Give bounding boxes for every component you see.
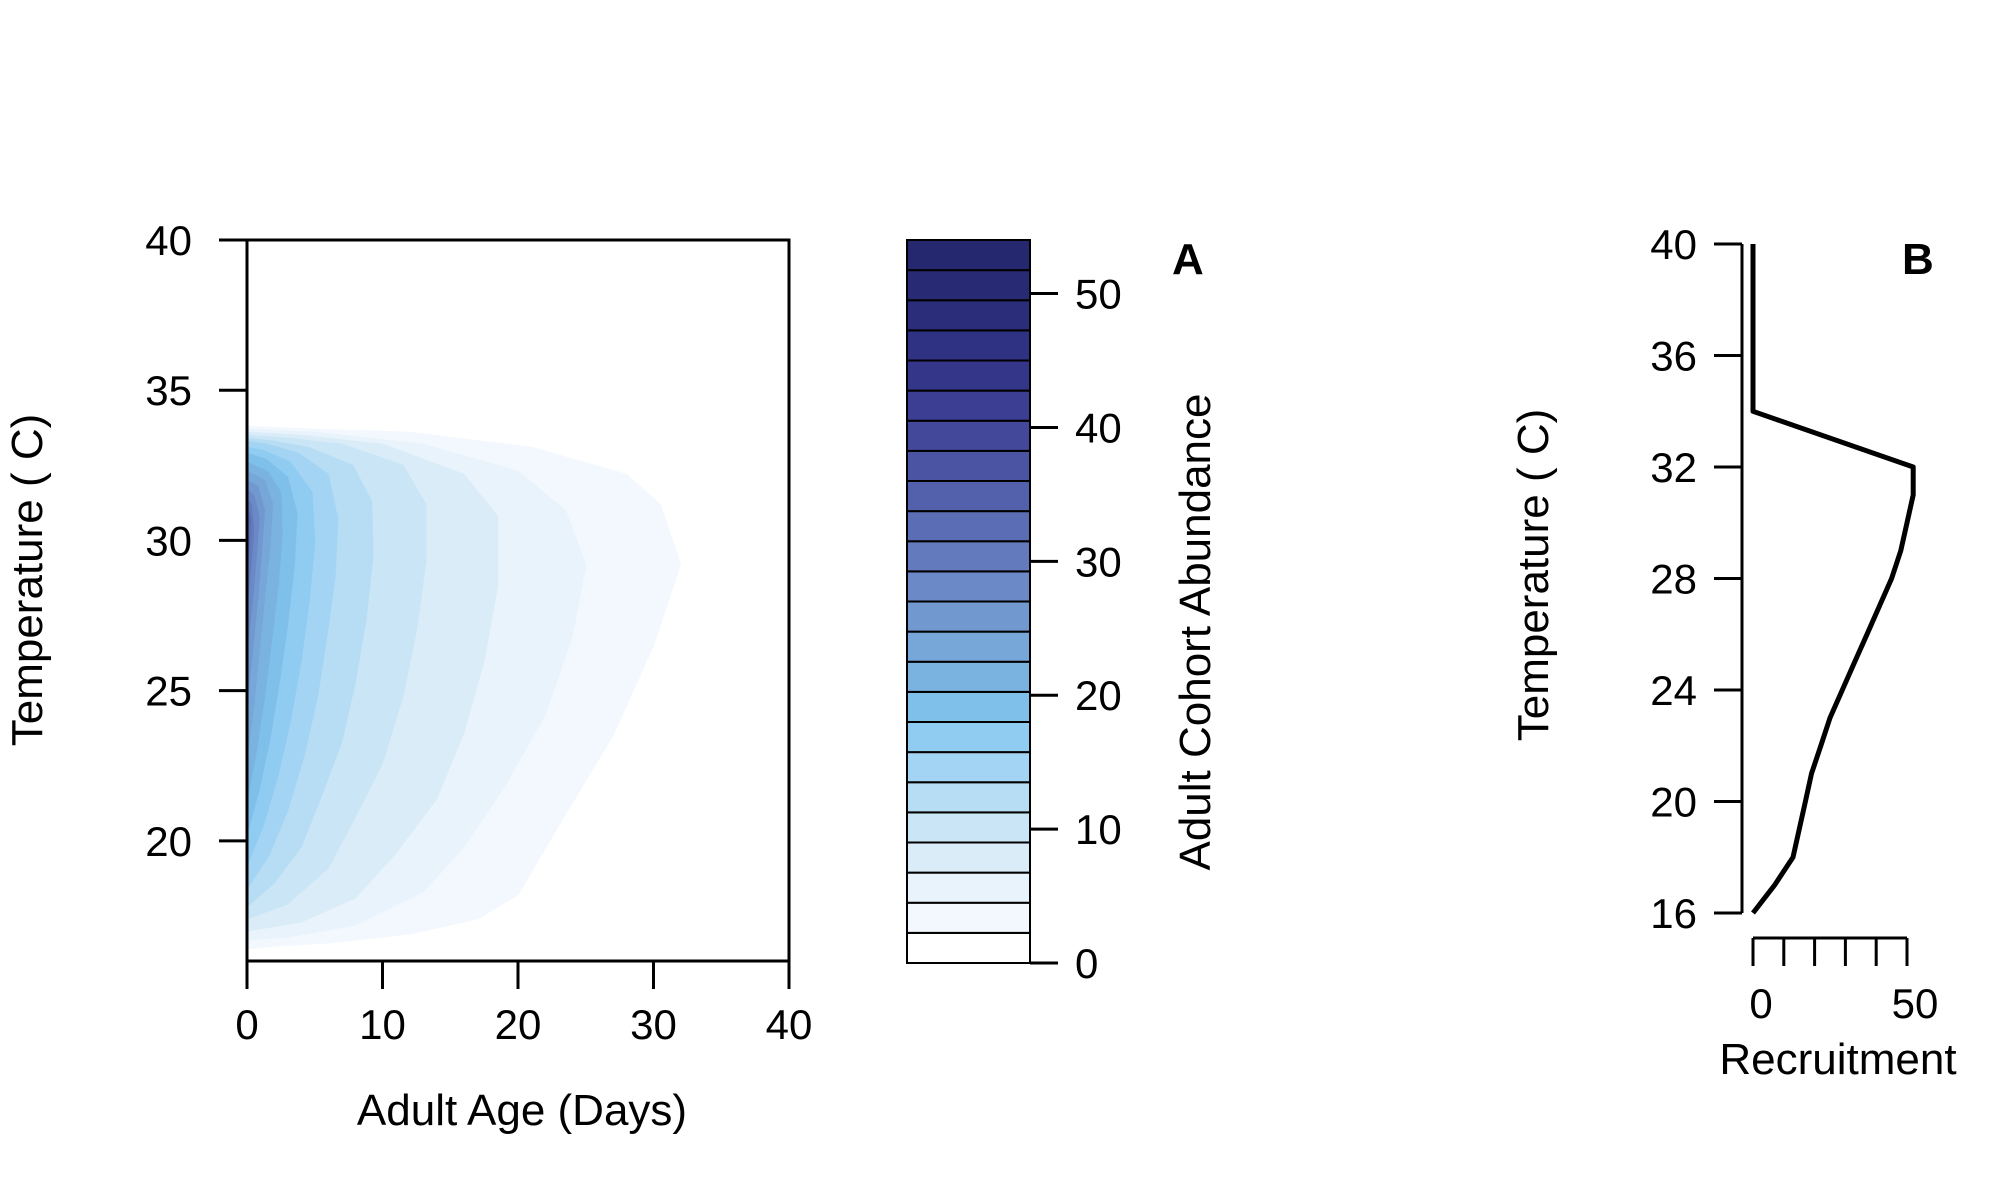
colorbar-band [906,449,1031,482]
panel-a-label: A [1172,235,1204,284]
colorbar-band [906,690,1031,723]
colorbar-band [906,570,1031,603]
x-tick-label: 50 [1892,980,1939,1027]
colorbar-band [906,359,1031,392]
colorbar-tick-label: 50 [1075,271,1122,318]
x-tick-label: 40 [766,1001,813,1048]
colorbar-band [906,781,1031,814]
x-axis: 0 50 [1749,936,1939,1027]
colorbar-band [906,419,1031,452]
colorbar-band [906,751,1031,784]
y-tick-label: 40 [145,217,192,264]
y-tick-label: 32 [1650,444,1697,491]
colorbar-band [906,721,1031,754]
colorbar-band [906,329,1031,362]
colorbar-bands [906,239,1031,964]
x-tick-label: 30 [630,1001,677,1048]
x-axis-title: Adult Age (Days) [357,1086,687,1135]
y-axis: 16 20 24 28 32 36 40 [1650,221,1744,937]
x-axis-title: Recruitment [1719,1035,1956,1084]
colorbar: 0 10 20 30 40 50 Adult Cohort Abundance [906,239,1220,987]
x-tick-label: 10 [359,1001,406,1048]
colorbar-title: Adult Cohort Abundance [1171,393,1220,870]
colorbar-band [906,931,1031,964]
colorbar-band [906,841,1031,874]
x-tick-label: 20 [495,1001,542,1048]
y-tick-label: 24 [1650,667,1697,714]
colorbar-band [906,660,1031,693]
panel-a-contour-plot: 20 25 30 35 40 0 10 20 30 40 Adult Age (Days) Te… [3,217,812,1135]
colorbar-band [906,389,1031,422]
y-tick-label: 20 [1650,779,1697,826]
colorbar-band [906,901,1031,934]
colorbar-tick-label: 0 [1075,940,1098,987]
colorbar-band [906,239,1031,272]
y-axis: 20 25 30 35 40 [145,217,247,865]
x-tick-label: 0 [235,1001,258,1048]
recruitment-series-line [1750,244,1916,915]
colorbar-band [906,600,1031,633]
y-tick-label: 16 [1650,890,1697,937]
contour-fills [247,425,682,950]
y-tick-label: 36 [1650,333,1697,380]
colorbar-band [906,811,1031,844]
colorbar-band [906,269,1031,302]
x-axis: 0 10 20 30 40 [235,961,812,1048]
colorbar-band [906,480,1031,513]
panel-b-label: B [1902,235,1934,284]
y-axis-title: Temperature ( C) [3,414,52,747]
colorbar-axis: 0 10 20 30 40 50 [1030,271,1122,987]
colorbar-tick-label: 30 [1075,538,1122,585]
x-tick-label: 0 [1749,980,1772,1027]
colorbar-tick-label: 10 [1075,806,1122,853]
y-tick-label: 25 [145,668,192,715]
y-tick-label: 20 [145,818,192,865]
y-tick-label: 30 [145,517,192,564]
colorbar-band [906,299,1031,332]
colorbar-band [906,510,1031,543]
y-tick-label: 40 [1650,221,1697,268]
colorbar-tick-label: 20 [1075,672,1122,719]
colorbar-band [906,540,1031,573]
y-axis-title: Temperature ( C) [1509,409,1558,742]
y-tick-label: 35 [145,367,192,414]
colorbar-band [906,871,1031,904]
colorbar-tick-label: 40 [1075,404,1122,451]
colorbar-band [906,630,1031,663]
panel-b-line-plot: 16 20 24 28 32 36 40 0 50 Recruitment Temperatu… [1509,221,1957,1084]
y-tick-label: 28 [1650,556,1697,603]
